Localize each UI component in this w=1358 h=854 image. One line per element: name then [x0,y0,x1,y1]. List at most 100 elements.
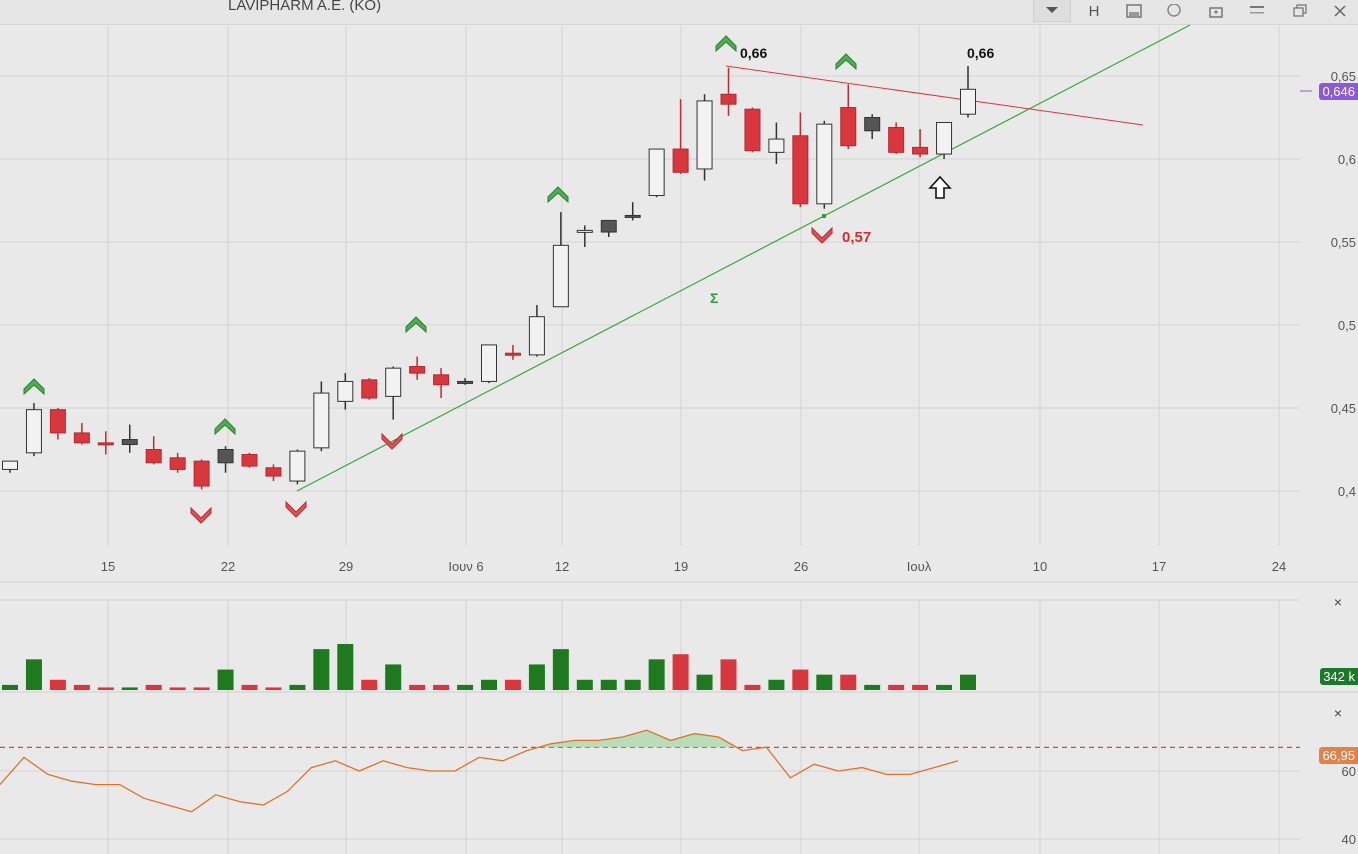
bullish-pattern-marker [835,53,857,71]
lock-icon[interactable] [1206,0,1226,22]
candle [888,122,905,155]
volume-bar [768,679,785,690]
candle [840,84,857,150]
volume-bar [49,679,66,690]
candle [744,107,761,153]
x-tick-label: 15 [101,559,115,574]
restore-icon[interactable] [1290,0,1310,22]
candle [265,464,282,482]
circle-icon[interactable] [1164,0,1184,22]
candle [720,67,737,116]
x-tick-label: 12 [555,559,569,574]
candle-body [840,107,857,147]
volume-bar [481,679,497,690]
candle-body [960,88,976,115]
volume-bar [385,664,402,690]
candle-body [409,366,426,374]
x-tick-label: 29 [339,559,353,574]
close-volume-pane-icon[interactable]: × [1333,594,1342,610]
volume-bar [73,684,90,690]
trendline-anchor-point [822,214,826,218]
chevron-down-icon [381,432,403,450]
candle [193,459,210,490]
candle [912,129,929,158]
candle-body [672,148,689,173]
volume-bar [528,664,545,690]
candle-body [648,148,665,197]
volume-bar [720,659,737,690]
candle-body [936,121,953,155]
low-value-label: 0,57 [842,229,871,246]
candle [97,431,114,455]
y-tick-label: 0,55 [1331,235,1356,250]
candle-body [385,367,402,397]
candle [960,66,976,118]
indicator-y-tick-label: 60 [1342,764,1356,779]
bearish-pattern-marker [811,226,833,244]
candle-body [361,379,378,399]
x-tick-label: 17 [1152,559,1166,574]
chevron-down-icon [190,506,212,524]
bullish-pattern-marker [214,418,236,436]
candle-body [576,229,593,233]
volume-bar [361,679,378,690]
y-tick-label: 0,4 [1338,484,1356,499]
candle-body [768,138,785,153]
x-tick-label: 24 [1272,559,1286,574]
candle-body [169,457,186,470]
candle-body [217,449,234,464]
volume-bar [624,679,641,690]
candle-body [265,467,282,477]
volume-bar [792,669,809,690]
candle-body [744,108,761,152]
volume-bar [457,684,474,690]
candle [361,378,378,400]
h-icon[interactable]: H [1088,2,1100,20]
candle [169,452,186,473]
candle-body [241,453,258,467]
bullish-pattern-marker [547,186,569,204]
volume-bar [504,679,521,690]
chevron-up-icon [547,186,569,204]
candle [121,424,138,453]
candle-body [289,450,306,482]
candle [313,381,330,452]
candle-body [552,244,569,308]
candle-body [121,439,138,446]
close-icon[interactable] [1330,0,1350,22]
candle [217,446,234,473]
candle-body [600,219,617,233]
bullish-pattern-marker [23,378,45,396]
candle [433,368,450,399]
volume-bar [912,684,929,690]
sigma-label: Σ [710,290,718,306]
candle [624,202,641,221]
candle [25,403,42,457]
bearish-pattern-marker [285,500,307,518]
close-indicator-pane-icon[interactable]: × [1333,705,1342,721]
volume-bar [337,644,354,690]
y-tick-label: 0,6 [1338,152,1356,167]
save-icon[interactable] [1124,0,1144,22]
candle-body [504,352,521,356]
candle-body [457,380,474,384]
up-arrow-icon [928,175,952,199]
candle-body [145,449,162,464]
menu-icon[interactable] [1247,0,1267,22]
volume-bar [241,684,258,690]
volume-bar [97,687,114,690]
volume-bar [600,679,617,690]
volume-bar [696,674,713,690]
time-axis-band [0,548,1358,582]
volume-bar [936,684,953,690]
candle [145,436,162,465]
candle-body [720,93,737,105]
y-tick-label: 0,65 [1331,69,1356,84]
candle-body [193,460,210,487]
volume-bar [265,687,282,690]
volume-bar [289,684,306,690]
candle [792,112,809,208]
candle-body [2,460,18,470]
chevron-down-icon[interactable] [1033,0,1071,22]
